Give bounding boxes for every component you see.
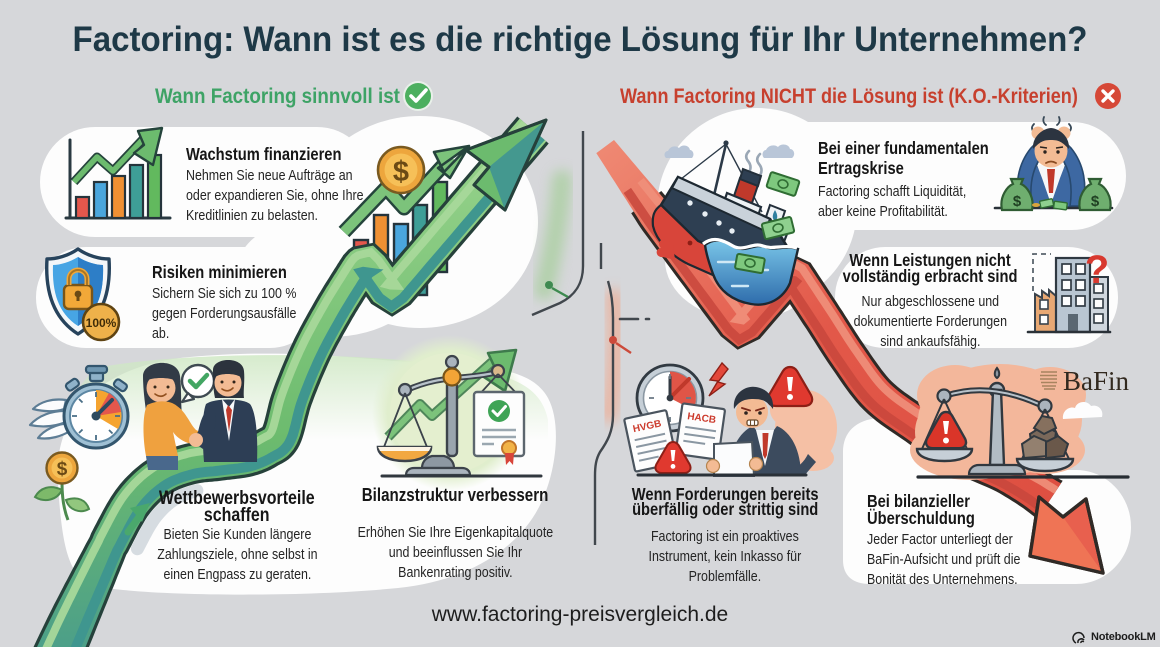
svg-text:$: $ <box>1091 193 1100 210</box>
svg-text:$: $ <box>1013 193 1022 210</box>
svg-text:$: $ <box>57 459 68 480</box>
svg-text:?: ? <box>1085 248 1109 292</box>
svg-text:HACB: HACB <box>687 411 717 426</box>
svg-text:$: $ <box>393 156 409 188</box>
svg-text:100%: 100% <box>86 316 117 330</box>
